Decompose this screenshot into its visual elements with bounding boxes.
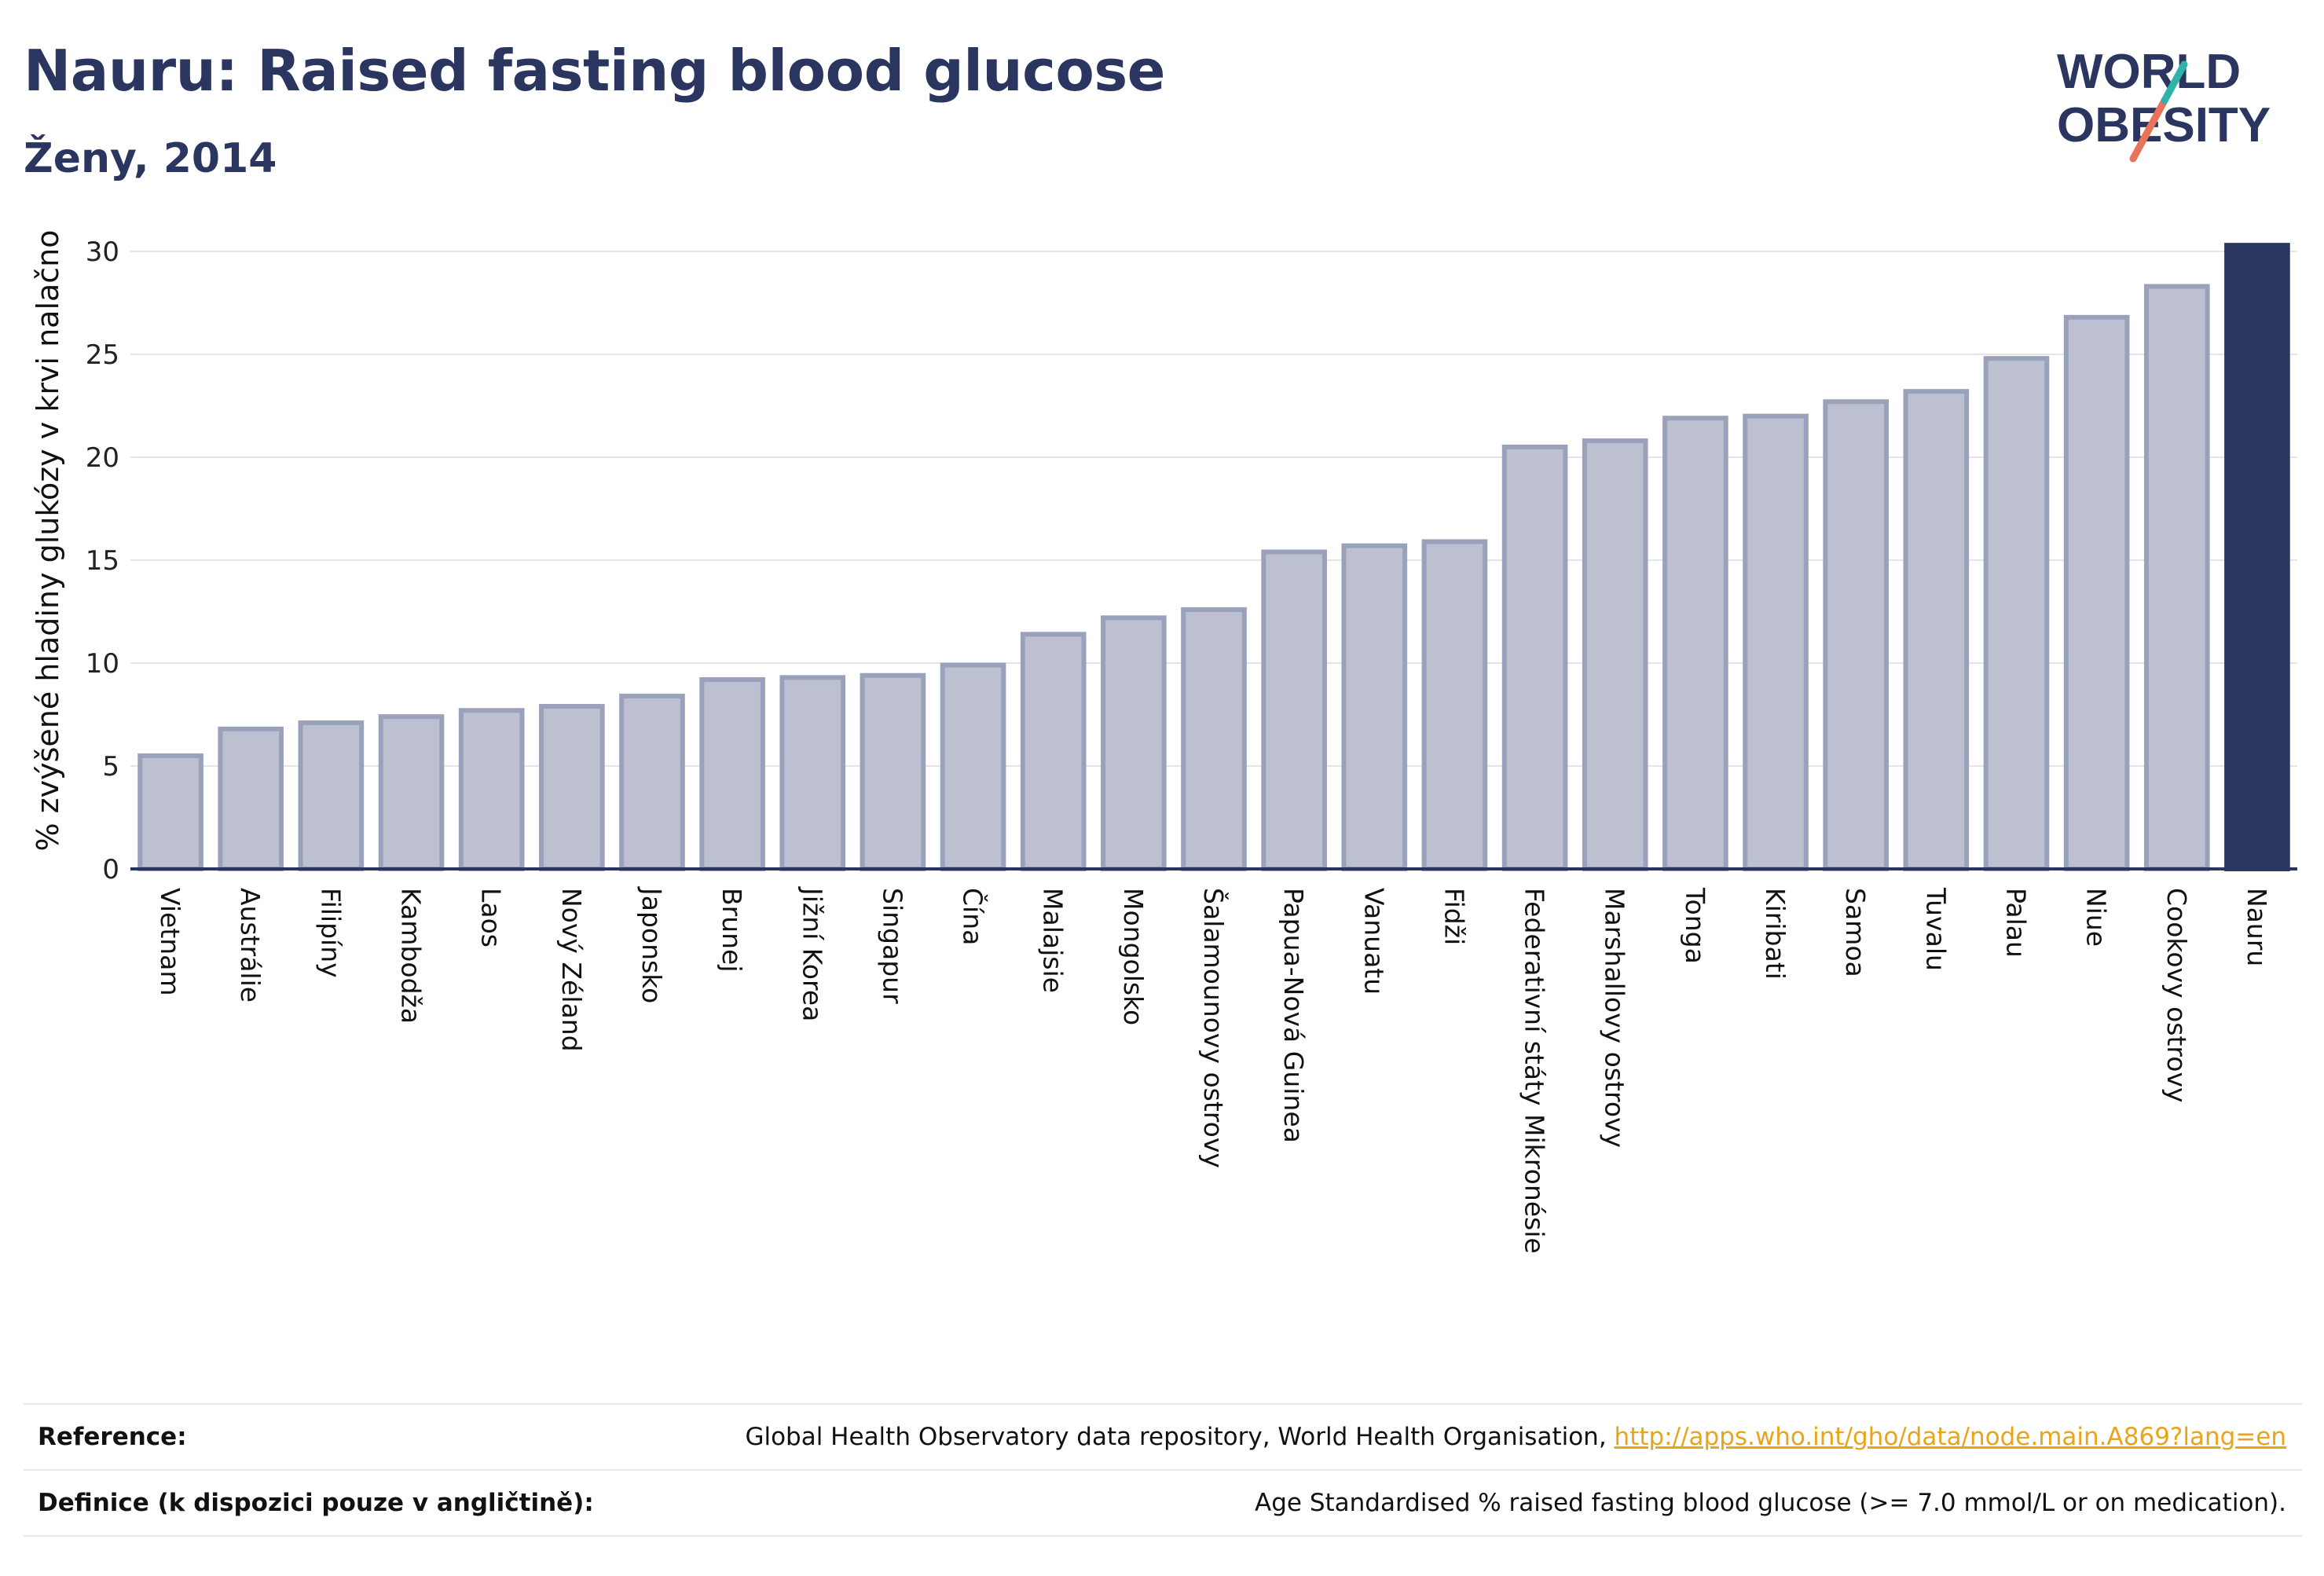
x-tick-label: Mongolsko xyxy=(1118,888,1149,1025)
x-tick-label: Jižní Korea xyxy=(797,886,827,1021)
chart-title: Nauru: Raised fasting blood glucose xyxy=(24,38,1166,104)
y-tick-label: 25 xyxy=(86,339,119,371)
bar-15 xyxy=(1341,543,1408,871)
bar-16 xyxy=(1421,539,1488,871)
logo-slash-red xyxy=(2129,97,2168,163)
x-tick-label: Niue xyxy=(2081,888,2112,947)
reference-row: Reference: Global Health Observatory dat… xyxy=(24,1403,2302,1469)
bar-22 xyxy=(1903,389,1970,872)
bar-10 xyxy=(940,662,1006,871)
bar-8 xyxy=(779,675,846,872)
bar-20 xyxy=(1743,413,1809,871)
y-tick-label: 20 xyxy=(86,442,119,474)
x-tick-label: Samoa xyxy=(1840,888,1871,977)
logo-line1: WORLD xyxy=(2057,45,2241,99)
footer: Reference: Global Health Observatory dat… xyxy=(24,1403,2302,1537)
bar-25 xyxy=(2143,284,2210,872)
chart-subtitle: Ženy, 2014 xyxy=(24,135,277,182)
reference-value: Global Health Observatory data repositor… xyxy=(745,1423,2302,1451)
bar-24 xyxy=(2063,314,2130,871)
x-tick-label: Federativní státy Mikronésie xyxy=(1519,888,1550,1254)
bar-3 xyxy=(378,714,445,871)
reference-label: Reference: xyxy=(38,1423,187,1451)
x-tick-label: Nauru xyxy=(2242,888,2272,966)
bar-1 xyxy=(218,726,284,872)
x-tick-label: Šalamounovy ostrovy xyxy=(1198,888,1230,1168)
y-axis-label: % zvýšené hladiny glukózy v krvi nalačno xyxy=(31,229,65,851)
y-tick-label: 0 xyxy=(102,854,119,885)
bar-19 xyxy=(1662,416,1728,871)
x-tick-label: Kiribati xyxy=(1760,888,1791,980)
y-tick-label: 5 xyxy=(102,751,119,783)
bar-23 xyxy=(1983,356,2050,871)
x-tick-label: Austrálie xyxy=(235,888,266,1002)
definition-row: Definice (k dispozici pouze v angličtině… xyxy=(24,1469,2302,1537)
bar-13 xyxy=(1181,607,1247,871)
bars xyxy=(137,243,2290,872)
bar-9 xyxy=(860,673,926,871)
bar-6 xyxy=(619,693,685,871)
logo-slash-teal xyxy=(2161,60,2188,104)
x-tick-label: Vanuatu xyxy=(1358,888,1389,995)
bar-14 xyxy=(1261,549,1327,872)
x-tick-label: Singapur xyxy=(877,888,907,1004)
y-tick-label: 30 xyxy=(86,236,119,268)
x-tick-label: Papua-Nová Guinea xyxy=(1278,888,1309,1143)
x-tick-label: Kambodža xyxy=(396,888,427,1024)
x-tick-label: Japonsko xyxy=(636,886,667,1003)
x-tick-label: Marshallovy ostrovy xyxy=(1600,888,1630,1148)
reference-link[interactable]: http://apps.who.int/gho/data/node.main.A… xyxy=(1614,1423,2286,1451)
bar-4 xyxy=(458,708,525,872)
x-tick-label: Tonga xyxy=(1680,887,1710,964)
x-tick-label: Čína xyxy=(958,888,989,945)
x-tick-label: Vietnam xyxy=(155,888,185,996)
definition-label: Definice (k dispozici pouze v angličtině… xyxy=(38,1489,594,1517)
bar-18 xyxy=(1582,438,1648,871)
bar-17 xyxy=(1501,444,1568,871)
x-tick-label: Cookovy ostrovy xyxy=(2161,888,2192,1103)
bar-7 xyxy=(699,676,765,872)
x-tick-label: Nový Zéland xyxy=(556,888,587,1052)
bar-11 xyxy=(1020,632,1087,871)
bar-12 xyxy=(1101,615,1167,871)
x-tick-label: Malajsie xyxy=(1038,888,1069,993)
x-tick-label: Filipíny xyxy=(315,888,346,978)
bar-5 xyxy=(538,704,605,872)
bar-0 xyxy=(137,753,203,872)
world-obesity-logo: WORLD OBESITY xyxy=(2057,45,2271,163)
y-tick-label: 15 xyxy=(86,545,119,577)
y-axis: 0 5 10 15 20 25 30 xyxy=(86,236,119,885)
bar-2 xyxy=(298,720,365,871)
x-tick-label: Laos xyxy=(476,888,507,947)
x-tick-label: Fidži xyxy=(1439,888,1469,945)
reference-text: Global Health Observatory data repositor… xyxy=(745,1423,1615,1451)
bar-26 xyxy=(2224,243,2290,871)
x-axis: Vietnam Austrálie Filipíny Kambodža Laos Nový… xyxy=(130,867,2297,1254)
x-tick-label: Brunej xyxy=(717,888,747,973)
x-tick-label: Palau xyxy=(2000,888,2031,958)
y-tick-label: 10 xyxy=(86,648,119,680)
x-tick-label: Tuvalu xyxy=(1920,887,1951,971)
definition-text: Age Standardised % raised fasting blood … xyxy=(1255,1489,2286,1517)
bar-chart: 0 5 10 15 20 25 30 Vietnam Austrálie Filipíny Kam… xyxy=(31,229,2297,1254)
bar-21 xyxy=(1823,399,1890,871)
